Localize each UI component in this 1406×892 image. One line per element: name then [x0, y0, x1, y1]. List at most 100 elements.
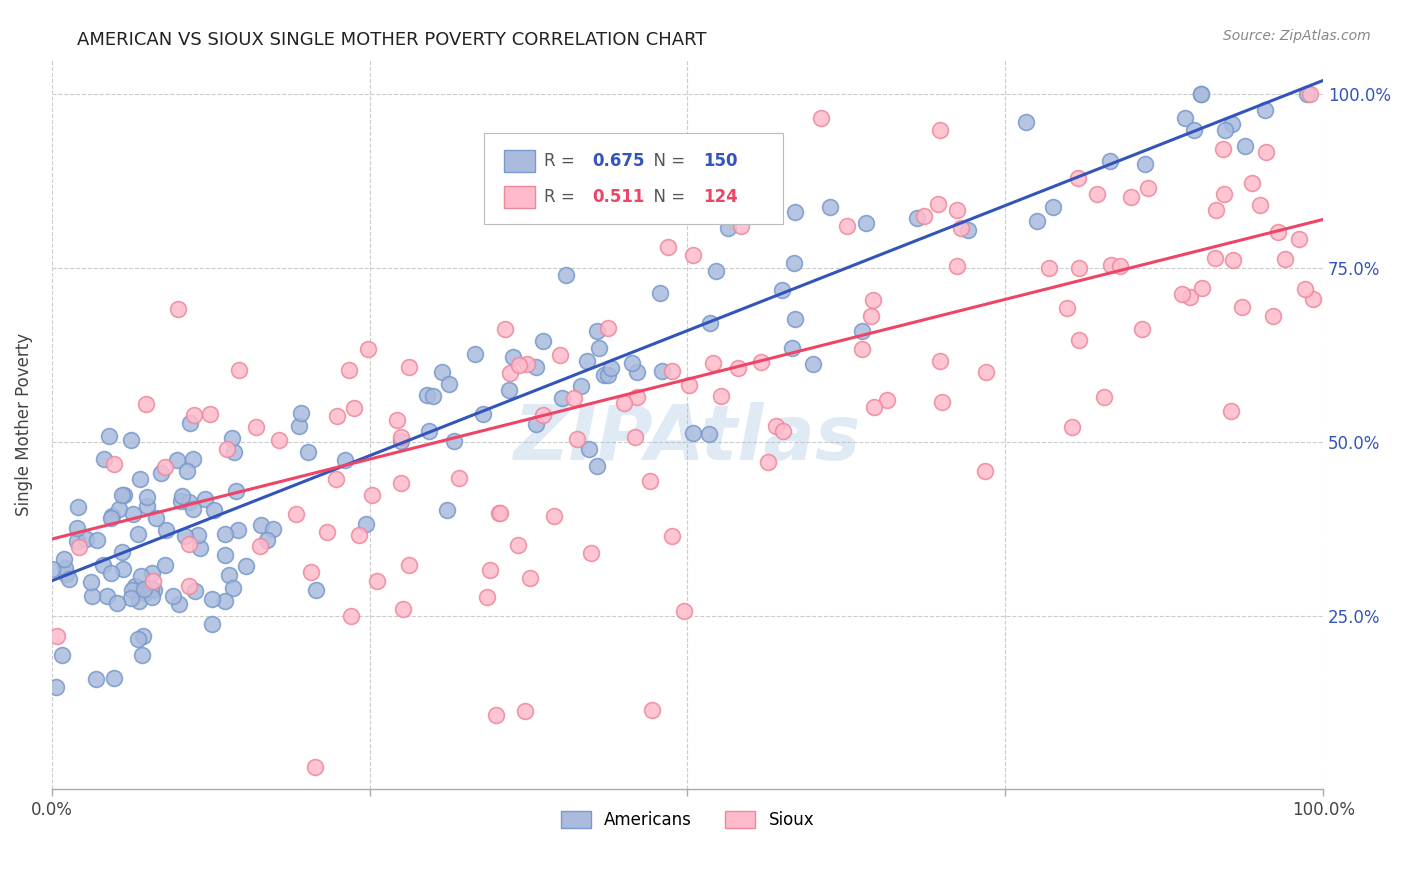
Point: [876, 393, 898, 408]
Point: [478, 563, 501, 577]
Point: [710, 389, 733, 403]
Point: [177, 537, 200, 551]
Point: [1274, 252, 1296, 266]
Point: [389, 476, 412, 491]
Point: [290, 406, 312, 420]
Point: [1099, 258, 1122, 272]
Point: [153, 459, 176, 474]
Point: [624, 430, 647, 444]
Point: [398, 359, 420, 374]
Point: [626, 390, 648, 404]
Point: [111, 562, 134, 576]
Point: [249, 539, 271, 553]
Point: [136, 499, 159, 513]
Point: [780, 341, 803, 355]
Point: [124, 579, 146, 593]
Point: [55, 560, 77, 574]
Point: [585, 458, 607, 473]
Point: [576, 354, 599, 368]
Point: [179, 416, 201, 430]
Point: [508, 358, 530, 372]
Point: [153, 558, 176, 572]
Point: [316, 525, 339, 540]
Point: [588, 341, 610, 355]
Point: [1233, 139, 1256, 153]
Point: [249, 517, 271, 532]
Point: [366, 574, 388, 589]
Point: [946, 202, 969, 217]
Point: [436, 503, 458, 517]
Point: [765, 419, 787, 434]
Point: [218, 567, 240, 582]
Point: [531, 408, 554, 422]
Point: [783, 205, 806, 219]
Point: [702, 356, 724, 370]
Point: [103, 457, 125, 471]
Point: [508, 538, 530, 552]
Point: [214, 594, 236, 608]
Point: [58, 572, 80, 586]
Point: [524, 417, 547, 432]
Point: [103, 671, 125, 685]
Point: [256, 533, 278, 547]
Point: [1249, 197, 1271, 211]
Point: [131, 648, 153, 662]
Point: [142, 574, 165, 588]
Point: [578, 442, 600, 456]
Point: [176, 464, 198, 478]
Point: [55, 566, 77, 581]
Point: [45, 680, 67, 694]
Point: [337, 363, 360, 377]
Point: [772, 424, 794, 438]
Point: [121, 583, 143, 598]
Point: [80, 574, 103, 589]
Point: [385, 412, 408, 426]
Point: [66, 500, 89, 514]
Point: [184, 583, 207, 598]
Point: [1099, 153, 1122, 168]
Point: [772, 283, 794, 297]
Point: [333, 452, 356, 467]
Point: [389, 434, 412, 448]
Point: [422, 389, 444, 403]
Point: [650, 286, 672, 301]
Point: [928, 353, 950, 368]
Point: [67, 540, 90, 554]
Point: [697, 427, 720, 442]
FancyBboxPatch shape: [505, 186, 534, 208]
Point: [46, 630, 69, 644]
Point: [177, 495, 200, 509]
Point: [499, 366, 522, 380]
Point: [1230, 300, 1253, 314]
Point: [927, 197, 949, 211]
Point: [862, 293, 884, 307]
Point: [801, 357, 824, 371]
Point: [1042, 200, 1064, 214]
Point: [112, 488, 135, 502]
Point: [1130, 322, 1153, 336]
Point: [1254, 103, 1277, 117]
Point: [810, 112, 832, 126]
Point: [297, 445, 319, 459]
Point: [288, 418, 311, 433]
Point: [179, 579, 201, 593]
Point: [132, 629, 155, 643]
Point: [75, 532, 97, 546]
Point: [1191, 281, 1213, 295]
Point: [472, 407, 495, 421]
Point: [53, 552, 76, 566]
Point: [1178, 290, 1201, 304]
Point: [128, 594, 150, 608]
Point: [129, 472, 152, 486]
Text: 124: 124: [703, 187, 738, 206]
Point: [1240, 176, 1263, 190]
Point: [855, 216, 877, 230]
Point: [905, 211, 928, 225]
Text: ZIPAtlas: ZIPAtlas: [513, 402, 860, 476]
Point: [931, 395, 953, 409]
Point: [100, 566, 122, 580]
Point: [269, 433, 291, 447]
Point: [1294, 282, 1316, 296]
Point: [543, 509, 565, 524]
Point: [66, 521, 89, 535]
